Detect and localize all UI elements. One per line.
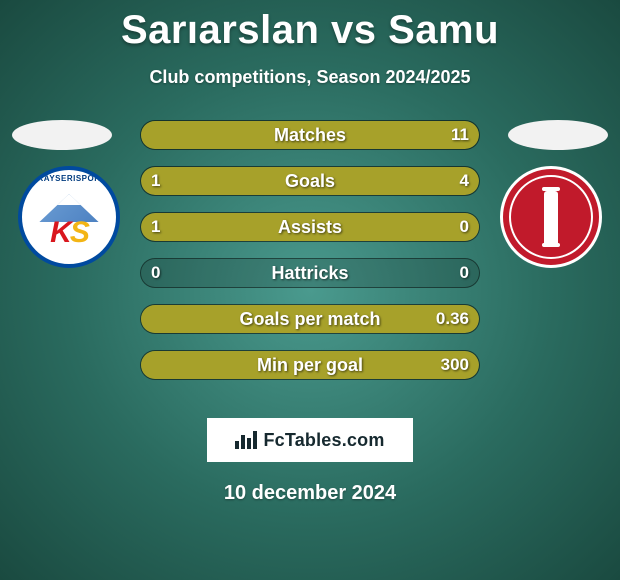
page-subtitle: Club competitions, Season 2024/2025 bbox=[0, 67, 620, 88]
badge-monogram: KS bbox=[22, 216, 116, 250]
date-text: 10 december 2024 bbox=[0, 482, 620, 505]
stat-bar-row: Matches11 bbox=[140, 120, 480, 150]
bar-fill-right bbox=[202, 167, 479, 195]
stat-bar-row: Min per goal300 bbox=[140, 350, 480, 380]
page-title: Sarıarslan vs Samu bbox=[0, 0, 620, 53]
left-oval-shadow bbox=[12, 120, 112, 150]
antalyaspor-icon bbox=[500, 166, 602, 268]
stat-bars: Matches11 Goals14 Assists10 Hattricks0 0 Goal… bbox=[140, 120, 480, 396]
stat-bar-row: Assists10 bbox=[140, 212, 480, 242]
column-icon bbox=[544, 191, 558, 243]
bar-fill-right bbox=[141, 305, 479, 333]
comparison-stage: KAYSERISPOR KS Matches11 Goals14 Assists10… bbox=[0, 120, 620, 400]
stat-bar-row: Goals per match0.36 bbox=[140, 304, 480, 334]
bar-fill-right bbox=[141, 121, 479, 149]
right-oval-shadow bbox=[508, 120, 608, 150]
bar-fill-left bbox=[141, 213, 479, 241]
left-club-badge: KAYSERISPOR KS bbox=[18, 166, 120, 268]
bars-icon bbox=[235, 431, 257, 449]
bar-value-left: 0 bbox=[151, 259, 160, 287]
watermark: FcTables.com bbox=[207, 418, 413, 462]
bar-fill-left bbox=[141, 167, 202, 195]
bar-value-right: 0 bbox=[460, 259, 469, 287]
watermark-text: FcTables.com bbox=[263, 430, 384, 451]
bar-fill-right bbox=[141, 351, 479, 379]
badge-arc-text: KAYSERISPOR bbox=[22, 174, 116, 183]
bar-label: Hattricks bbox=[141, 259, 479, 287]
right-club-badge bbox=[500, 166, 602, 268]
kayserispor-icon: KAYSERISPOR KS bbox=[18, 166, 120, 268]
stat-bar-row: Goals14 bbox=[140, 166, 480, 196]
stat-bar-row: Hattricks0 0 bbox=[140, 258, 480, 288]
